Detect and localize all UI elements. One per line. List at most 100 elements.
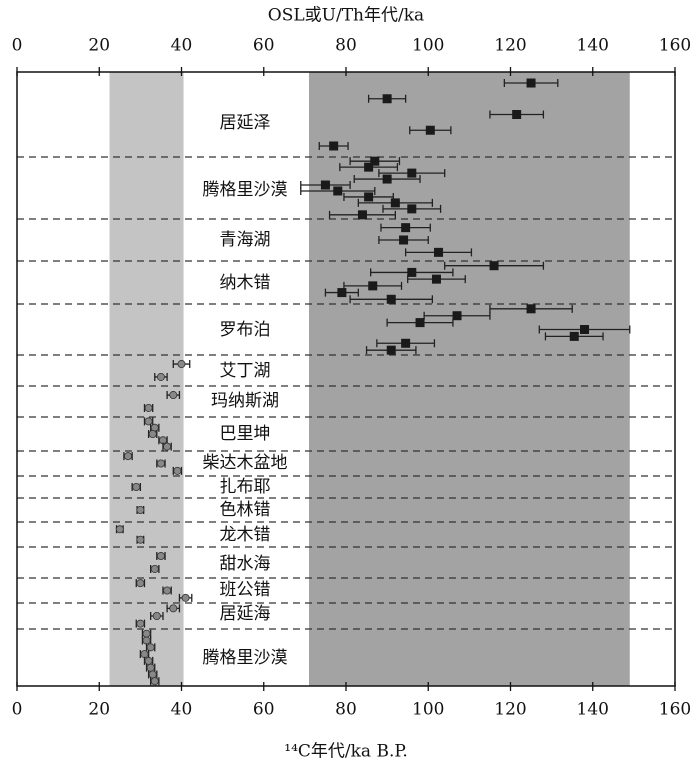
x-tick-label: 100: [412, 700, 444, 720]
osl-point: [357, 210, 367, 220]
x2-tick-label: 0: [12, 36, 23, 56]
c14-point: [136, 535, 145, 544]
osl-point: [333, 186, 343, 196]
c14-point: [142, 629, 151, 638]
osl-point: [382, 94, 392, 104]
site-label: 居延海: [220, 604, 271, 624]
osl-point: [364, 192, 374, 202]
x-tick-label: 140: [577, 700, 609, 720]
x2-tick-label: 80: [335, 36, 357, 56]
osl-point: [368, 281, 378, 291]
c14-point: [150, 677, 159, 686]
top-axis-title: OSL或U/Th年代/ka: [268, 6, 424, 26]
c14-point: [136, 579, 145, 588]
site-label: 甜水海: [220, 554, 271, 574]
osl-point: [489, 261, 499, 271]
c14-point: [140, 650, 149, 659]
osl-point: [399, 235, 409, 245]
x2-tick-label: 20: [88, 36, 110, 56]
osl-point: [401, 338, 411, 348]
x-tick-label: 160: [659, 700, 691, 720]
osl-point: [329, 141, 339, 151]
osl-point: [386, 294, 396, 304]
c14-point: [156, 552, 165, 561]
site-label: 班公错: [220, 580, 271, 600]
x-tick-label: 80: [335, 700, 357, 720]
site-label: 巴里坤: [220, 424, 271, 444]
osl-point: [407, 204, 417, 214]
c14-point: [156, 372, 165, 381]
x-tick-label: 120: [494, 700, 526, 720]
osl-point: [320, 180, 330, 190]
osl-point: [580, 325, 590, 334]
osl-point: [364, 162, 374, 172]
shaded-region: [109, 72, 184, 686]
c14-point: [144, 417, 153, 426]
c14-point: [148, 429, 157, 438]
osl-point: [434, 247, 444, 257]
osl-point: [526, 78, 536, 88]
c14-point: [156, 459, 165, 468]
site-label: 腾格里沙漠: [203, 648, 288, 668]
osl-point: [407, 168, 417, 178]
osl-point: [431, 274, 441, 284]
c14-point: [163, 586, 172, 595]
x-tick-label: 40: [171, 700, 193, 720]
site-label: 色林错: [220, 500, 271, 520]
osl-point: [382, 174, 392, 184]
x2-tick-label: 140: [577, 36, 609, 56]
c14-point: [132, 482, 141, 491]
c14-point: [146, 663, 155, 672]
c14-point: [177, 360, 186, 369]
c14-point: [146, 643, 155, 652]
site-label: 龙木错: [220, 525, 271, 545]
c14-point: [144, 656, 153, 665]
c14-point: [136, 505, 145, 514]
osl-point: [569, 331, 579, 341]
c14-point: [173, 466, 182, 475]
c14-point: [152, 612, 161, 621]
x-tick-label: 20: [88, 700, 110, 720]
site-label: 腾格里沙漠: [203, 180, 288, 200]
c14-point: [148, 670, 157, 679]
site-label: 青海湖: [220, 230, 271, 250]
c14-point: [169, 604, 178, 613]
x2-tick-label: 120: [494, 36, 526, 56]
x2-tick-label: 60: [253, 36, 275, 56]
c14-point: [142, 636, 151, 645]
site-label: 玛纳斯湖: [211, 391, 279, 411]
site-label: 艾丁湖: [220, 361, 271, 381]
c14-point: [169, 391, 178, 400]
x-tick-label: 60: [253, 700, 275, 720]
osl-point: [425, 125, 435, 135]
c14-point: [115, 525, 124, 534]
x-tick-label: 0: [12, 700, 23, 720]
site-label: 罗布泊: [220, 320, 271, 340]
c14-point: [163, 442, 172, 451]
osl-point: [415, 318, 425, 328]
x2-tick-label: 100: [412, 36, 444, 56]
osl-point: [401, 223, 411, 233]
c14-point: [150, 564, 159, 573]
site-label: 居延泽: [220, 113, 271, 133]
x2-tick-label: 160: [659, 36, 691, 56]
osl-point: [526, 304, 536, 314]
osl-point: [370, 156, 380, 166]
osl-point: [337, 288, 347, 298]
osl-point: [386, 345, 396, 355]
osl-point: [390, 198, 400, 208]
c14-point: [181, 593, 190, 602]
bottom-axis-title: ¹⁴C年代/ka B.P.: [284, 742, 408, 762]
osl-point: [512, 110, 522, 119]
x2-tick-label: 40: [171, 36, 193, 56]
osl-point: [452, 311, 462, 321]
site-label: 扎布耶: [220, 477, 271, 497]
site-label: 柴达木盆地: [203, 453, 288, 473]
shaded-region: [308, 72, 630, 686]
c14-point: [136, 619, 145, 628]
c14-point: [144, 403, 153, 412]
site-label: 纳木错: [220, 273, 271, 293]
c14-point: [124, 452, 133, 461]
osl-point: [407, 267, 417, 277]
